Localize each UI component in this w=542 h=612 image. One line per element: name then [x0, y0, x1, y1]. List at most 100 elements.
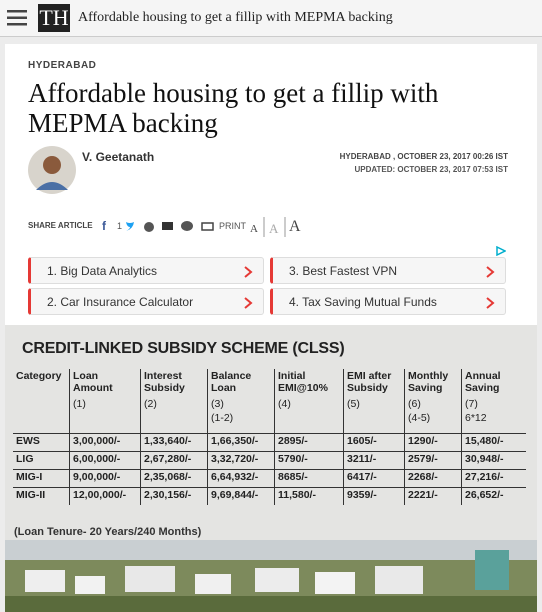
header-cell: Monthly Saving (6) (4-5)	[404, 369, 462, 434]
infographic: CREDIT-LINKED SUBSIDY SCHEME (CLSS) Cate…	[5, 325, 537, 612]
menu-button[interactable]	[7, 10, 27, 26]
header-label: Monthly Saving	[408, 370, 449, 394]
email-icon[interactable]	[162, 222, 173, 230]
header-label: EMI after Subsidy	[347, 370, 392, 394]
ad-link[interactable]: 3. Best Fastest VPN	[270, 257, 506, 284]
table-cell: 9359/-	[343, 487, 405, 505]
table-row: EWS 3,00,000/- 1,33,640/- 1,66,350/- 2895/- 1…	[13, 433, 526, 452]
table-cell: 12,00,000/-	[69, 487, 141, 505]
table-cell: 3211/-	[343, 451, 405, 470]
table-cell: 9,00,000/-	[69, 469, 141, 488]
table-cell: 27,216/-	[461, 469, 526, 488]
headline: Affordable housing to get a fillip with …	[28, 78, 439, 138]
table-cell: 1,66,350/-	[207, 433, 275, 452]
header-formula: (4-5)	[408, 412, 431, 424]
table-cell: 2221/-	[404, 487, 462, 505]
table-cell: 1,33,640/-	[140, 433, 208, 452]
header-number: (2)	[144, 398, 157, 410]
comment-icon[interactable]	[181, 221, 193, 231]
header-cell: Balance Loan (3) (1-2)	[207, 369, 275, 434]
header-cell: Category	[13, 369, 70, 434]
table-cell: 8685/-	[274, 469, 344, 488]
category-cell: MIG-I	[13, 469, 70, 488]
header-row: Category Loan Amount (1) Interest Subsidy (2…	[13, 369, 526, 434]
header-label: Annual Saving	[465, 370, 501, 394]
category-cell: EWS	[13, 433, 70, 452]
category-cell: LIG	[13, 451, 70, 470]
adchoices-icon[interactable]	[496, 246, 506, 256]
font-small[interactable]: A	[250, 223, 258, 235]
ad-link[interactable]: 4. Tax Saving Mutual Funds	[270, 288, 506, 315]
header-cell: Interest Subsidy (2)	[140, 369, 208, 434]
header-formula: 6*12	[465, 412, 487, 424]
table-cell: 30,948/-	[461, 451, 526, 470]
table-cell: 6,00,000/-	[69, 451, 141, 470]
infographic-title: CREDIT-LINKED SUBSIDY SCHEME (CLSS)	[22, 340, 345, 357]
font-dividers	[263, 217, 286, 237]
table-cell: 2268/-	[404, 469, 462, 488]
share-label: SHARE ARTICLE	[28, 221, 93, 230]
table-cell: 26,652/-	[461, 487, 526, 505]
font-large[interactable]: A	[289, 218, 301, 235]
reddit-icon[interactable]	[144, 222, 154, 232]
logo[interactable]: TH	[38, 4, 70, 32]
table-cell: 1605/-	[343, 433, 405, 452]
table-cell: 2579/-	[404, 451, 462, 470]
header-label: Category	[16, 370, 62, 382]
print-icon[interactable]	[201, 222, 214, 231]
table-cell: 11,580/-	[274, 487, 344, 505]
table-cell: 2895/-	[274, 433, 344, 452]
table-cell: 15,480/-	[461, 433, 526, 452]
housing-photo	[5, 540, 537, 612]
chevron	[244, 266, 253, 278]
ad-link[interactable]: 2. Car Insurance Calculator	[28, 288, 264, 315]
table-cell: 2,35,068/-	[140, 469, 208, 488]
twitter-icon[interactable]	[126, 222, 134, 231]
header-number: (5)	[347, 398, 360, 410]
author-photo	[28, 146, 76, 194]
header-cell: Initial EMI@10% (4)	[274, 369, 344, 434]
subsidy-table: Category Loan Amount (1) Interest Subsidy (2…	[13, 369, 526, 505]
header-formula: (1-2)	[211, 412, 234, 424]
header-number: (7)	[465, 398, 478, 410]
font-medium[interactable]: A	[269, 221, 279, 236]
table-cell: 9,69,844/-	[207, 487, 275, 505]
header-label: Interest Subsidy	[144, 370, 185, 394]
header-label: Initial EMI@10%	[278, 370, 328, 394]
dateline: HYDERABAD , OCTOBER 23, 2017 00:26 IST	[339, 152, 508, 161]
table-cell: 3,00,000/-	[69, 433, 141, 452]
chevron	[244, 297, 253, 309]
updated: UPDATED: OCTOBER 23, 2017 07:53 IST	[354, 165, 508, 174]
header-number: (1)	[73, 398, 86, 410]
table-row: LIG 6,00,000/- 2,67,280/- 3,32,720/- 5790/- 3…	[13, 451, 526, 470]
header-cell: EMI after Subsidy (5)	[343, 369, 405, 434]
author[interactable]: V. Geetanath	[82, 150, 155, 164]
header-number: (6)	[408, 398, 421, 410]
chevron	[486, 297, 495, 309]
table-cell: 6417/-	[343, 469, 405, 488]
table-cell: 6,64,932/-	[207, 469, 275, 488]
table-cell: 3,32,720/-	[207, 451, 275, 470]
footnote: (Loan Tenure- 20 Years/240 Months)	[14, 526, 202, 538]
table-cell: 5790/-	[274, 451, 344, 470]
header-cell: Annual Saving (7) 6*12	[462, 369, 527, 434]
top-title: Affordable housing to get a fillip with …	[78, 10, 393, 25]
header-label: Balance Loan	[211, 370, 252, 394]
share-icons: f	[102, 219, 214, 233]
table-cell: 2,67,280/-	[140, 451, 208, 470]
table-cell: 2,30,156/-	[140, 487, 208, 505]
table-row: MIG-I 9,00,000/- 2,35,068/- 6,64,932/- 8685/…	[13, 469, 526, 488]
facebook-icon[interactable]: f	[102, 219, 107, 233]
section-label[interactable]: HYDERABAD	[28, 60, 97, 71]
header-cell: Loan Amount (1)	[69, 369, 141, 434]
header-number: (4)	[278, 398, 291, 410]
print-label[interactable]: PRINT	[219, 221, 246, 231]
category-cell: MIG-II	[13, 487, 70, 505]
chevron	[486, 266, 495, 278]
header-number: (3)	[211, 398, 224, 410]
share-count: 1	[117, 221, 123, 231]
header-label: Loan Amount	[73, 370, 113, 394]
ad-link[interactable]: 1. Big Data Analytics	[28, 257, 264, 284]
